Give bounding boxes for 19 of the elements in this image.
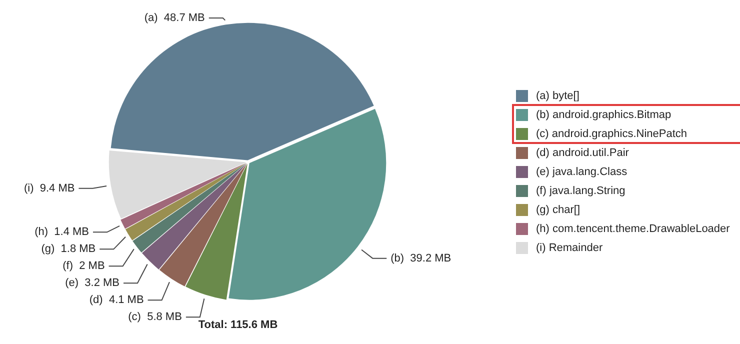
legend-label: (c) android.graphics.NinePatch — [536, 128, 688, 140]
legend-label: (a) byte[] — [536, 90, 580, 102]
data-label: (d) 4.1 MB — [89, 294, 144, 306]
data-label: (a) 48.7 MB — [144, 12, 205, 24]
legend-label: (g) char[] — [536, 204, 580, 216]
data-label: (c) 5.8 MB — [128, 311, 182, 324]
data-label: (i) 9.4 MB — [24, 182, 75, 194]
data-label: (g) 1.8 MB — [41, 243, 96, 256]
text: Total: 115.6 MB — [198, 319, 278, 331]
data-label: (b) 39.2 MB — [390, 252, 452, 264]
legend-label: (d) android.util.Pair — [536, 147, 629, 159]
legend-label: (f) java.lang.String — [536, 185, 626, 197]
data-label: (e) 3.2 MB — [65, 277, 120, 290]
legend-label: (e) java.lang.Class — [536, 166, 628, 178]
data-label: (h) 1.4 MB — [34, 226, 89, 238]
legend-label: (h) com.tencent.theme.DrawableLoader — [536, 223, 730, 235]
legend-label: (b) android.graphics.Bitmap — [536, 109, 672, 121]
data-label: (f) 2 MB — [62, 260, 105, 272]
legend-label: (i) Remainder — [536, 242, 603, 254]
